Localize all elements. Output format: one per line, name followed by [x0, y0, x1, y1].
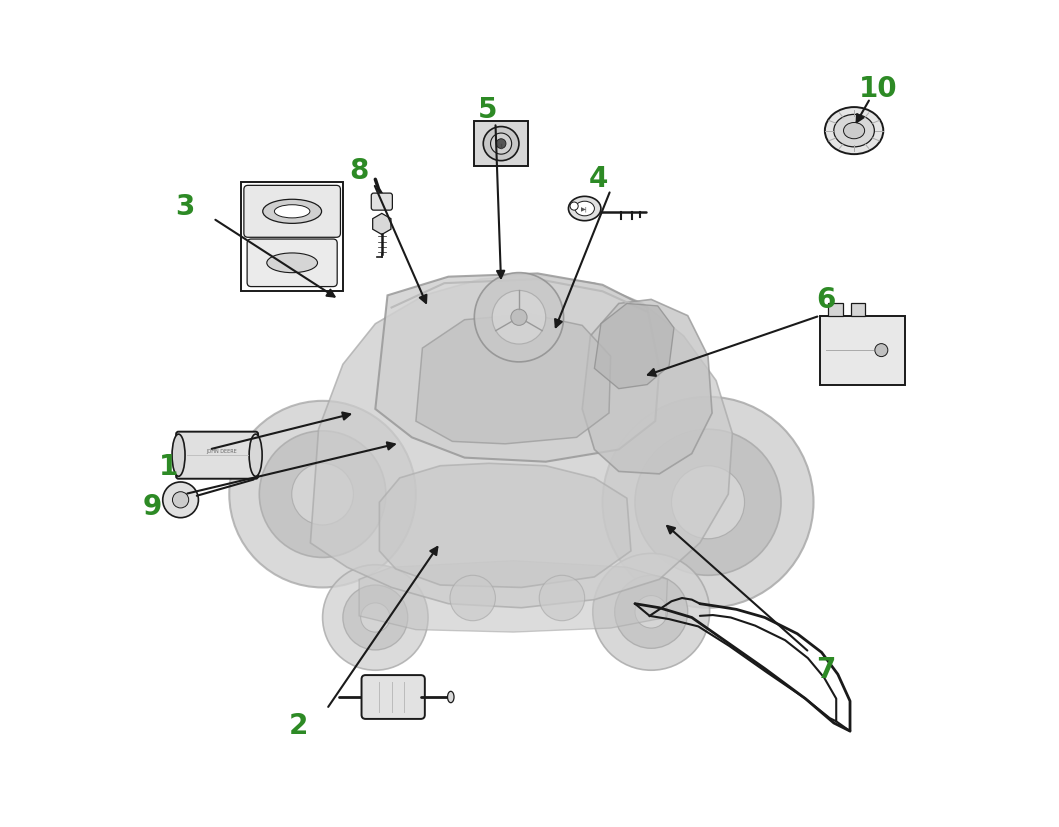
Circle shape	[539, 576, 585, 621]
Text: 2: 2	[288, 711, 308, 739]
Polygon shape	[416, 314, 611, 444]
FancyBboxPatch shape	[474, 122, 527, 167]
Polygon shape	[359, 561, 667, 633]
Bar	[820, 316, 905, 385]
Bar	[850, 304, 865, 316]
Circle shape	[163, 482, 198, 518]
Polygon shape	[375, 274, 660, 462]
Polygon shape	[582, 300, 712, 474]
FancyBboxPatch shape	[176, 433, 258, 479]
Text: 6: 6	[816, 286, 836, 314]
FancyBboxPatch shape	[372, 194, 393, 211]
Ellipse shape	[483, 127, 519, 161]
Ellipse shape	[833, 115, 875, 148]
Ellipse shape	[575, 202, 594, 217]
Ellipse shape	[844, 123, 864, 140]
Text: 1: 1	[159, 452, 178, 480]
Circle shape	[635, 430, 782, 576]
Bar	[828, 304, 843, 316]
Ellipse shape	[274, 205, 310, 218]
Ellipse shape	[825, 108, 883, 155]
Ellipse shape	[569, 197, 600, 222]
Circle shape	[343, 586, 408, 650]
Circle shape	[361, 603, 390, 633]
Text: ▶|: ▶|	[581, 207, 588, 212]
Polygon shape	[310, 275, 733, 608]
Polygon shape	[594, 304, 674, 390]
Ellipse shape	[267, 254, 318, 274]
FancyBboxPatch shape	[247, 240, 337, 287]
FancyBboxPatch shape	[361, 676, 425, 719]
Circle shape	[492, 291, 545, 345]
Circle shape	[474, 273, 563, 362]
Circle shape	[603, 397, 813, 608]
Text: 9: 9	[143, 493, 162, 521]
Bar	[241, 183, 343, 292]
Text: 4: 4	[589, 165, 608, 193]
Circle shape	[291, 464, 354, 525]
Text: 5: 5	[478, 96, 497, 123]
Circle shape	[259, 432, 385, 557]
Circle shape	[635, 595, 667, 629]
Circle shape	[614, 576, 687, 648]
Circle shape	[671, 466, 744, 539]
Polygon shape	[379, 464, 631, 588]
Text: 10: 10	[859, 75, 898, 103]
FancyBboxPatch shape	[244, 186, 340, 238]
Ellipse shape	[490, 134, 511, 155]
Circle shape	[570, 203, 578, 211]
Text: 7: 7	[816, 655, 836, 683]
Circle shape	[497, 140, 506, 150]
Circle shape	[323, 565, 428, 671]
Circle shape	[875, 344, 887, 357]
Circle shape	[593, 554, 710, 671]
Ellipse shape	[263, 200, 322, 224]
Circle shape	[173, 492, 189, 509]
Ellipse shape	[249, 434, 263, 476]
Polygon shape	[373, 214, 391, 235]
Circle shape	[450, 576, 496, 621]
Circle shape	[229, 401, 416, 588]
Ellipse shape	[172, 434, 185, 476]
Text: 8: 8	[349, 156, 369, 184]
Text: JOHN DEERE: JOHN DEERE	[205, 448, 236, 453]
Circle shape	[510, 310, 527, 326]
Ellipse shape	[448, 691, 454, 703]
Text: 3: 3	[175, 193, 194, 221]
